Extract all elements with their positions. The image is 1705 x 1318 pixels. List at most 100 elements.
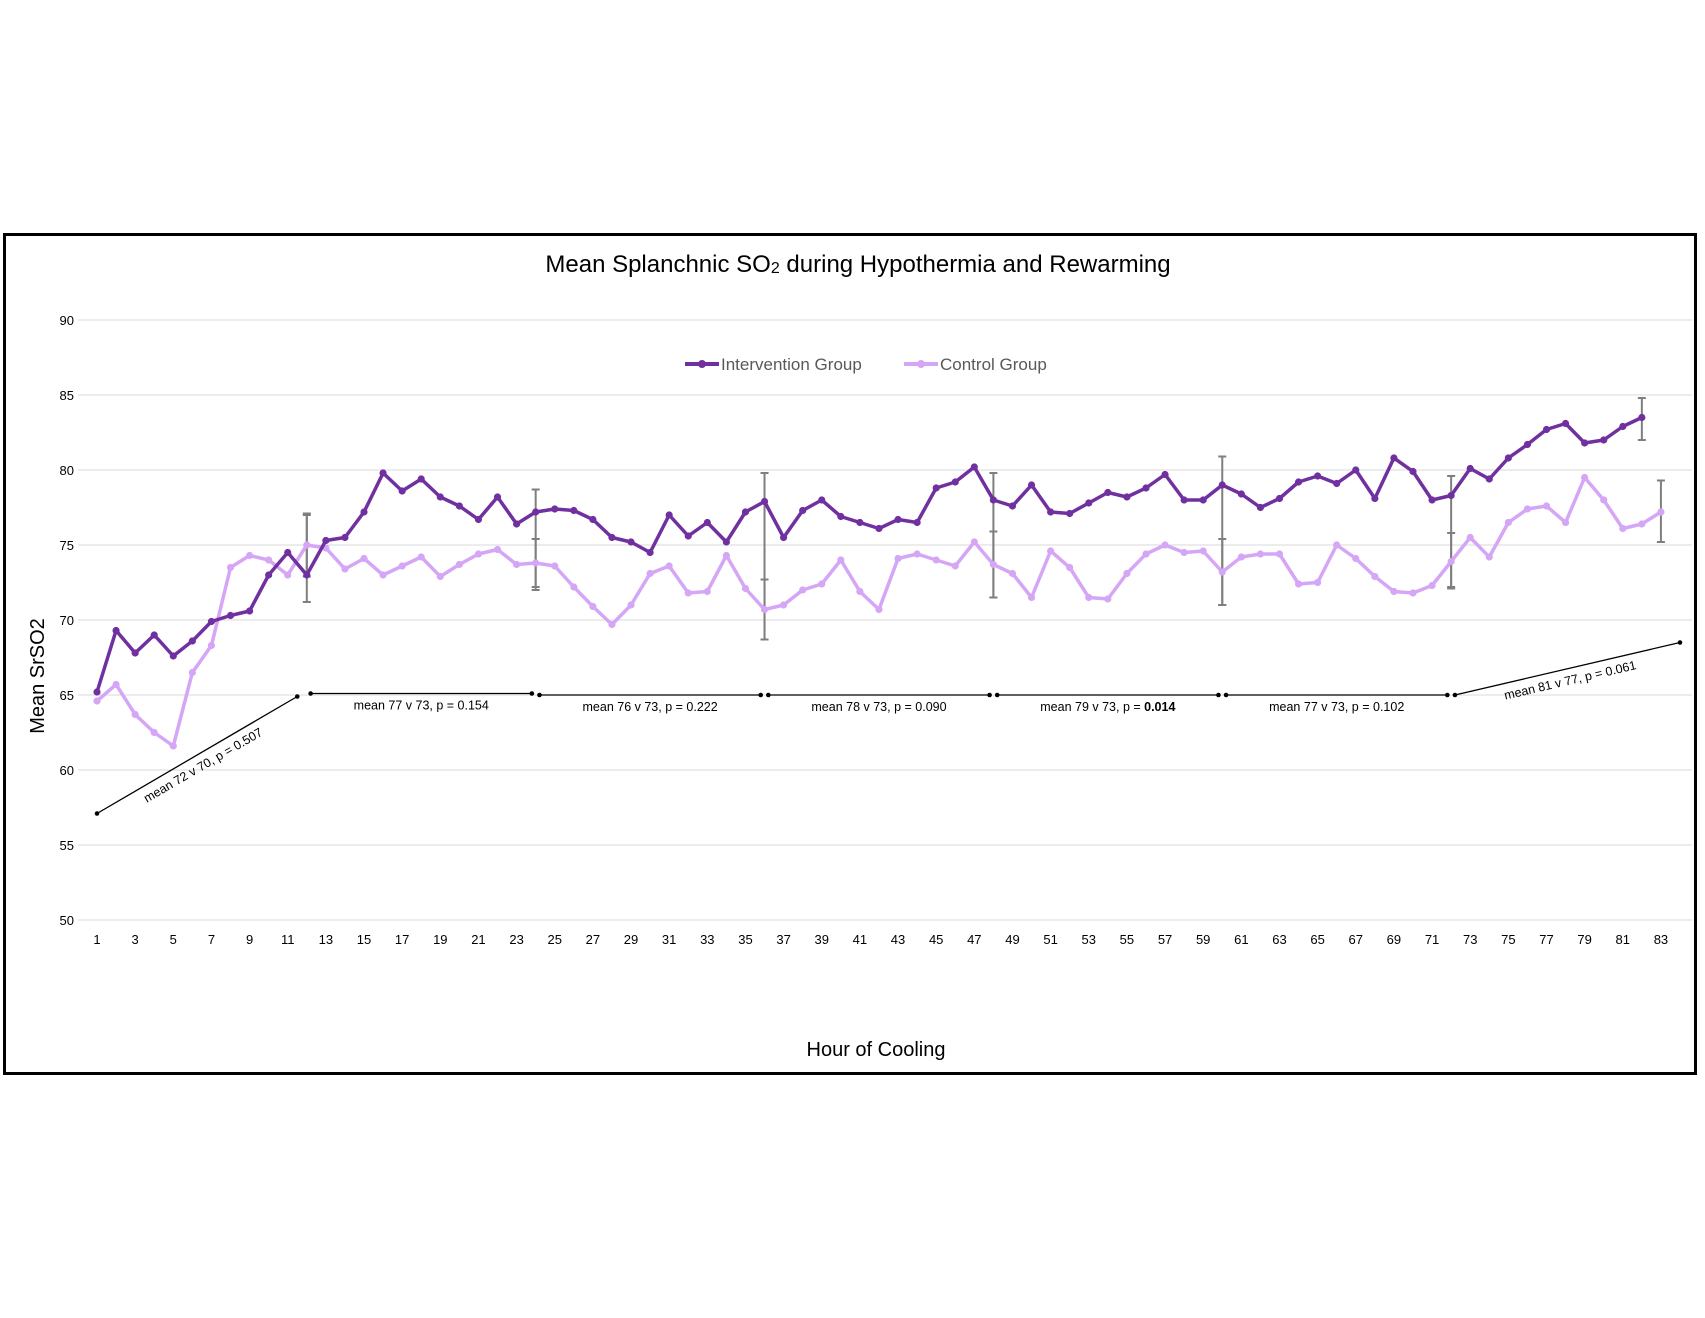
x-tick-label: 79 [1577,932,1591,947]
data-point-intervention [1314,472,1322,480]
comparison-endpoint [1223,692,1229,698]
x-tick-label: 23 [509,932,523,947]
data-point-control [1619,524,1627,533]
data-point-intervention [245,607,254,615]
data-point-intervention [1600,436,1608,444]
x-tick-label: 15 [357,932,371,947]
data-point-intervention [1237,490,1245,498]
x-tick-label: 21 [471,932,485,947]
data-point-control [169,742,177,750]
data-point-intervention [1371,494,1379,503]
y-tick-label: 75 [60,538,74,553]
data-point-control [1390,587,1398,596]
comparison-label: mean 78 v 73, p = 0.090 [811,700,946,714]
x-tick-label: 13 [319,932,333,947]
y-tick-label: 80 [60,463,74,478]
data-point-control [1104,595,1112,603]
comparison-label: mean 77 v 73, p = 0.102 [1269,700,1404,714]
data-point-intervention [1142,484,1150,492]
data-point-intervention [474,515,483,524]
x-tick-label: 61 [1234,932,1248,947]
data-point-control [1142,550,1150,558]
data-point-intervention [1066,509,1074,518]
data-point-intervention [1466,464,1474,473]
data-point-control [856,587,864,596]
legend-label-intervention: Intervention Group [721,355,862,374]
data-point-control [131,710,139,719]
data-point-control [455,560,463,569]
data-point-intervention [989,496,997,504]
data-point-control [1218,568,1226,576]
data-point-control [207,641,216,650]
data-point-intervention [875,524,883,533]
data-point-intervention [932,484,940,492]
data-point-intervention [1619,422,1627,431]
data-point-control [1352,554,1360,563]
data-point-intervention [398,487,406,495]
legend-dot-control [917,360,925,368]
x-tick-label: 67 [1349,932,1363,947]
data-point-control [1161,541,1169,549]
data-point-intervention [970,463,978,471]
data-point-intervention [265,571,273,579]
data-point-control [1047,547,1055,555]
x-tick-label: 11 [281,932,295,947]
data-point-control [1275,550,1284,558]
data-point-intervention [780,533,788,542]
data-point-control [1485,553,1493,561]
data-point-control [474,550,483,558]
data-point-control [703,587,711,596]
data-point-intervention [608,533,616,542]
data-point-intervention [703,518,711,527]
error-bars-layer [302,397,1665,641]
x-tick-label: 83 [1654,932,1668,947]
data-point-control [589,602,597,611]
data-point-intervention [837,512,845,521]
data-point-intervention [1275,494,1284,503]
data-point-intervention [1428,496,1436,504]
data-point-intervention [493,493,502,501]
x-tick-label: 59 [1196,932,1210,947]
data-point-control [741,584,750,593]
data-point-control [875,605,883,614]
data-point-intervention [284,548,292,557]
y-tick-label: 55 [60,838,74,853]
data-point-control [551,562,559,570]
x-tick-label: 57 [1158,932,1172,947]
data-point-control [1428,581,1436,590]
data-point-intervention [93,688,101,696]
data-point-intervention [1504,454,1512,462]
data-point-intervention [417,475,425,483]
data-point-control [1447,557,1455,566]
data-point-control [1123,569,1131,578]
data-point-intervention [1256,503,1265,512]
data-point-control [1542,502,1551,510]
comparison-endpoint [1452,692,1458,698]
data-point-intervention [1542,425,1551,434]
chart-frame: 50 55 60 65 70 75 80 85 90 1 3 5 7 9 11 13 15 17 19 21 23 25… [3,233,1697,1075]
x-tick-label: 37 [776,932,790,947]
x-tick-label: 47 [967,932,981,947]
x-tick-label: 55 [1120,932,1134,947]
x-tick-label: 3 [132,932,139,947]
data-point-intervention [1161,470,1169,479]
data-point-intervention [226,611,235,620]
data-point-intervention [1123,493,1131,501]
data-point-control [398,562,406,570]
x-axis-label: Hour of Cooling [807,1039,946,1061]
x-tick-label: 77 [1539,932,1553,947]
x-tick-label: 9 [246,932,253,947]
x-tick-label: 17 [395,932,409,947]
data-point-intervention [1561,419,1570,428]
data-point-control [1409,589,1417,597]
x-tick-label: 29 [624,932,638,947]
data-point-control [1008,569,1017,578]
x-tick-label: 41 [853,932,867,947]
y-tick-label: 50 [60,913,74,928]
data-point-intervention [1008,502,1017,510]
legend-dot-intervention [698,360,706,368]
data-point-intervention [1294,478,1303,486]
data-point-control [1085,593,1093,602]
data-point-control [265,556,273,564]
